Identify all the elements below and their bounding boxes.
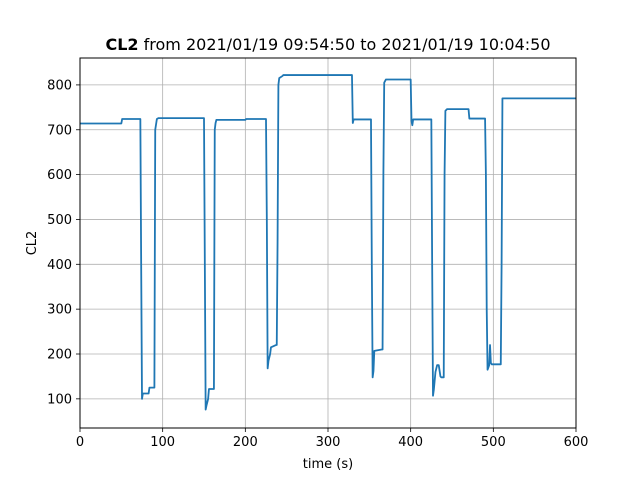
x-tick-label: 100 [150,435,175,450]
x-tick-label: 200 [233,435,258,450]
x-tick-label: 400 [398,435,423,450]
y-tick-label: 800 [47,78,72,93]
chart-title: CL2 from 2021/01/19 09:54:50 to 2021/01/… [105,35,550,54]
x-axis-label: time (s) [303,457,353,472]
x-tick-label: 0 [76,435,84,450]
x-tick-label: 500 [481,435,506,450]
y-tick-label: 700 [47,123,72,138]
y-tick-label: 200 [47,348,72,363]
y-tick-label: 600 [47,168,72,183]
y-tick-label: 100 [47,392,72,407]
y-tick-label: 300 [47,303,72,318]
y-tick-label: 400 [47,258,72,273]
x-tick-label: 300 [316,435,341,450]
chart-title-bold: CL2 [105,35,138,54]
y-axis-label: CL2 [25,231,40,256]
chart-title-rest: from 2021/01/19 09:54:50 to 2021/01/19 1… [139,35,551,54]
y-tick-label: 500 [47,213,72,228]
x-tick-label: 600 [564,435,589,450]
